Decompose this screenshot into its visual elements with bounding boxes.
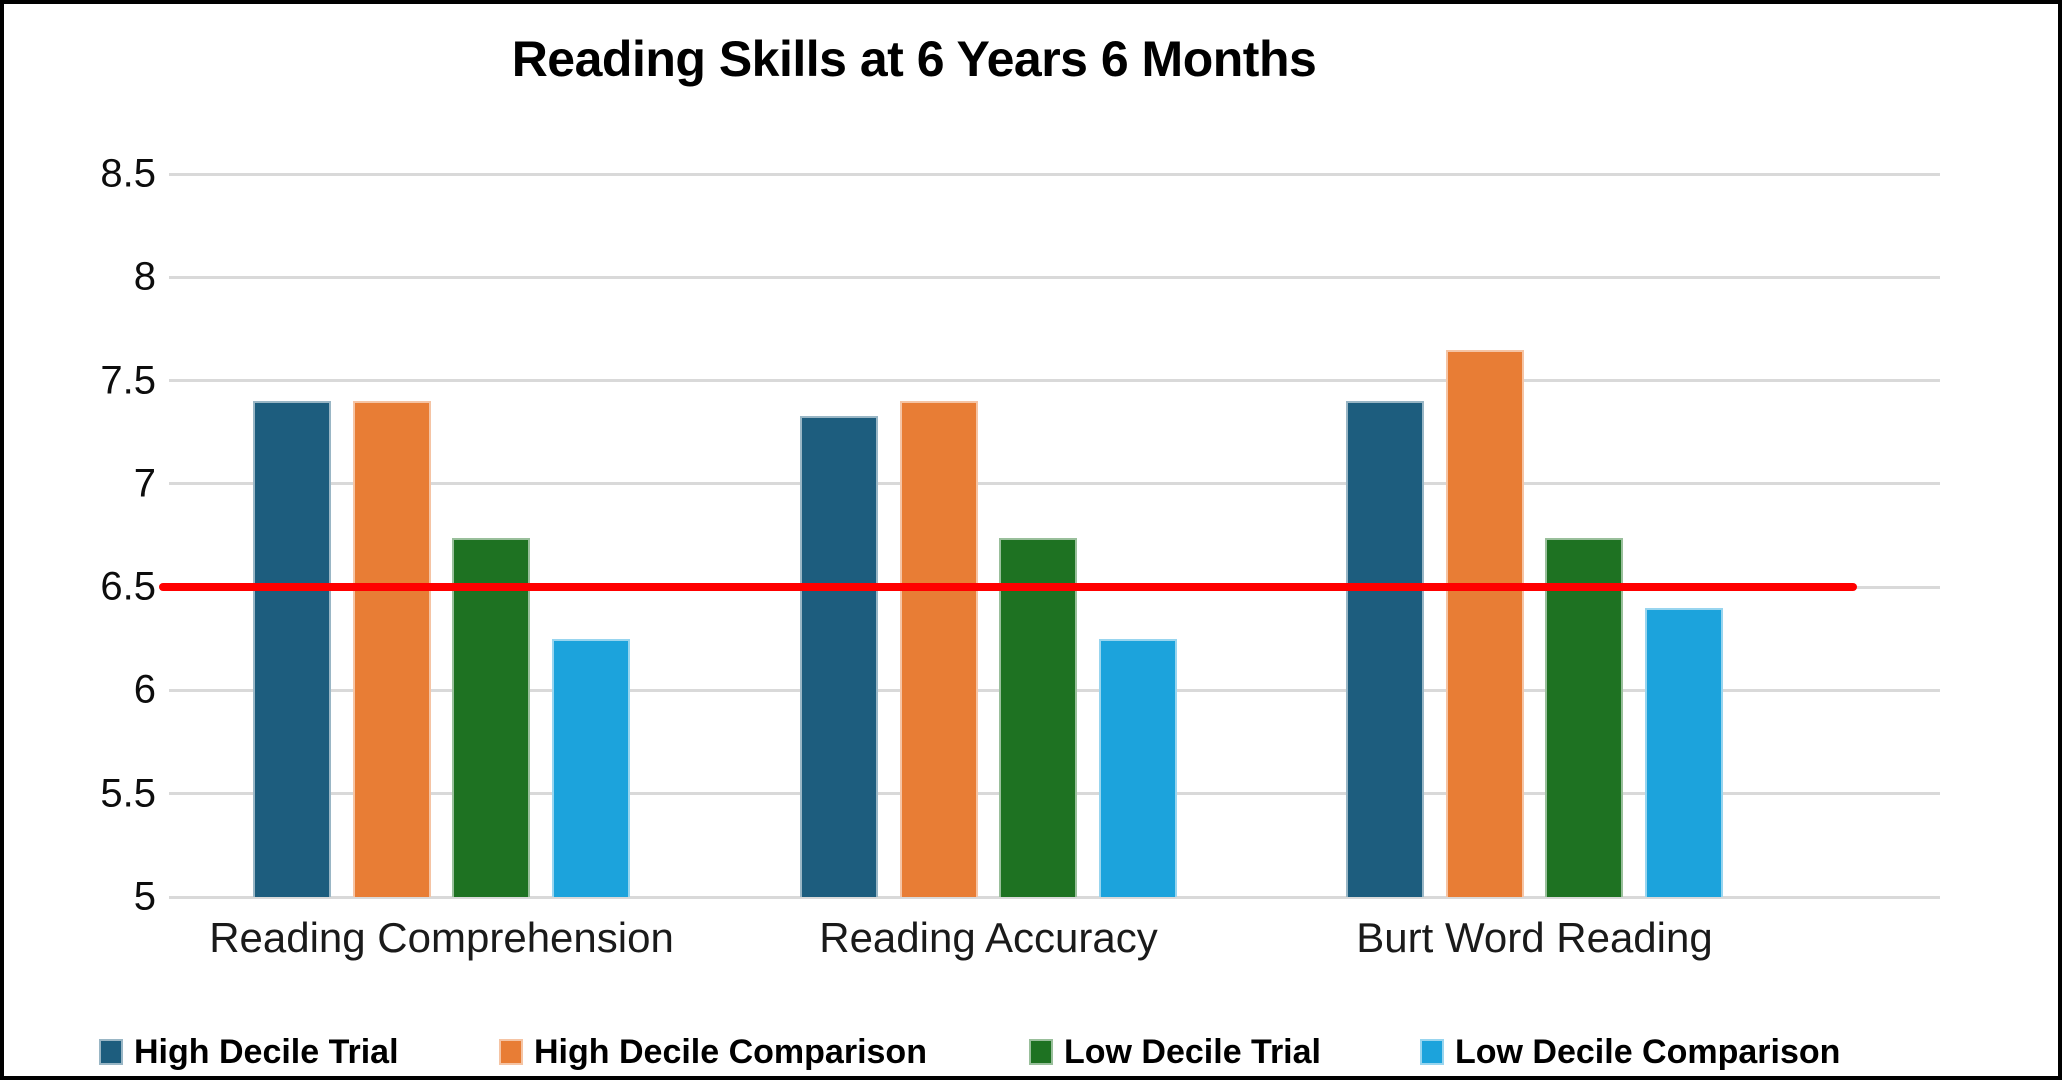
legend-label: Low Decile Comparison — [1455, 1032, 1841, 1071]
bar — [253, 401, 332, 897]
bar — [1445, 349, 1524, 897]
bar — [899, 401, 978, 897]
bar — [1098, 638, 1177, 897]
legend-label: Low Decile Trial — [1064, 1032, 1321, 1071]
y-axis-tick-label: 6 — [133, 667, 156, 712]
legend-swatch — [1029, 1039, 1053, 1065]
legend-label: High Decile Comparison — [534, 1032, 927, 1071]
bar — [800, 415, 879, 897]
reference-line — [159, 583, 1857, 592]
gridline — [169, 895, 1940, 899]
legend-swatch — [499, 1039, 523, 1065]
legend-item: Low Decile Trial — [1029, 1032, 1321, 1072]
bar — [1545, 537, 1624, 897]
bar — [1346, 401, 1425, 897]
gridline — [169, 379, 1940, 383]
y-axis-tick-label: 8 — [133, 254, 156, 299]
y-axis-tick-label: 7 — [133, 461, 156, 506]
legend-item: High Decile Trial — [99, 1032, 399, 1072]
legend-swatch — [1420, 1039, 1444, 1065]
gridline — [169, 275, 1940, 279]
bar — [551, 638, 630, 897]
x-axis-category-label: Reading Comprehension — [209, 914, 674, 961]
bar — [1644, 607, 1723, 897]
gridline — [169, 482, 1940, 486]
y-axis-tick-label: 8.5 — [100, 151, 156, 196]
y-axis-tick-label: 5.5 — [100, 771, 156, 816]
bar — [999, 537, 1078, 897]
bar — [352, 401, 431, 897]
y-axis-tick-label: 5 — [133, 874, 156, 919]
legend-swatch — [99, 1039, 123, 1065]
y-axis-tick-label: 7.5 — [100, 358, 156, 403]
chart-title: Reading Skills at 6 Years 6 Months — [511, 31, 1317, 87]
gridline — [169, 172, 1940, 176]
legend-item: Low Decile Comparison — [1420, 1032, 1840, 1072]
x-axis-category-label: Reading Accuracy — [819, 914, 1158, 961]
legend-item: High Decile Comparison — [499, 1032, 927, 1072]
legend-label: High Decile Trial — [134, 1032, 399, 1071]
x-axis-category-label: Burt Word Reading — [1356, 914, 1713, 961]
y-axis-tick-label: 6.5 — [100, 564, 156, 609]
bar — [452, 537, 531, 897]
